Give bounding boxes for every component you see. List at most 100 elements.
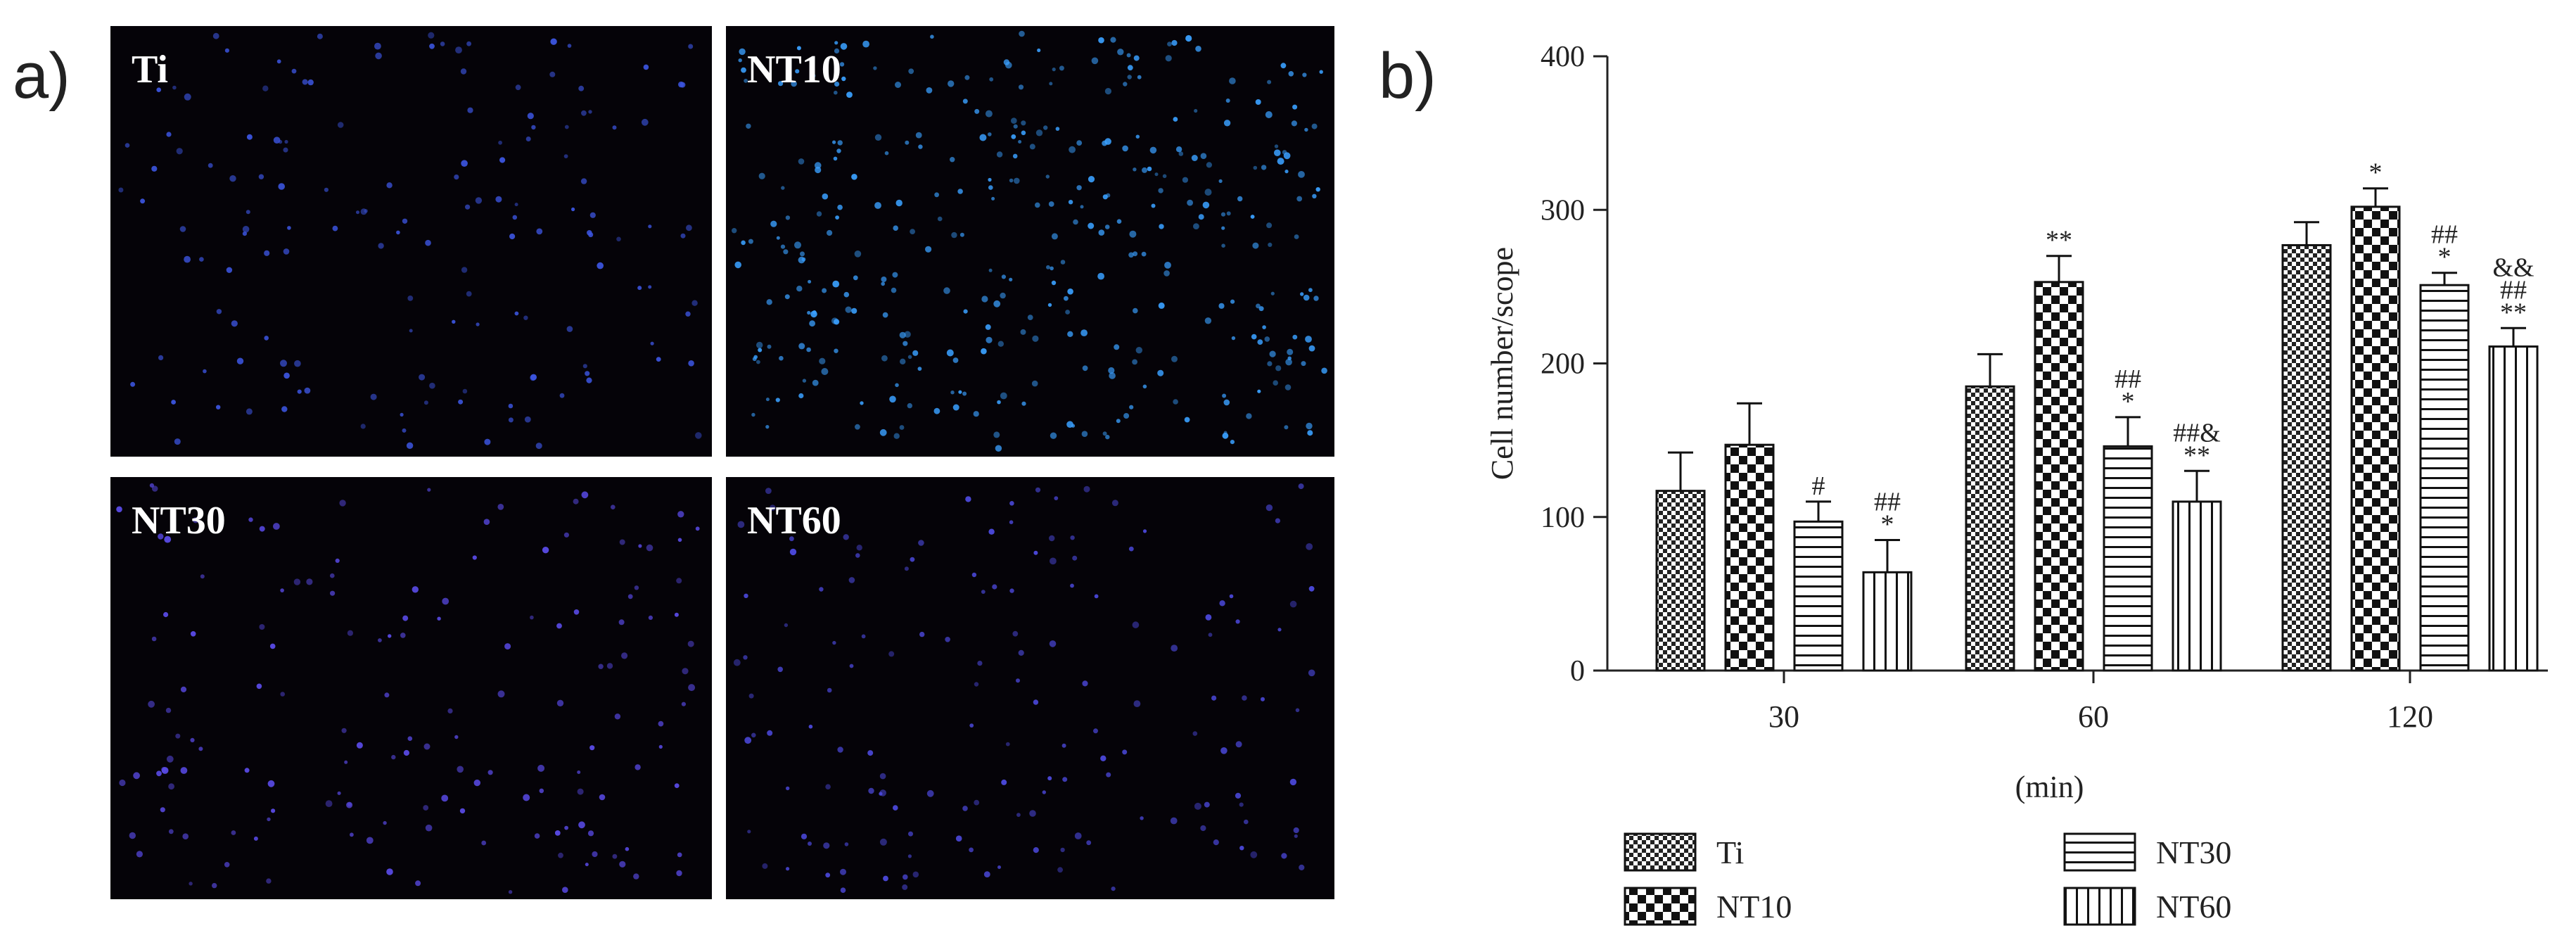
cell-dot [1111,500,1118,507]
cell-dot [1213,839,1219,846]
cell-dot [800,251,805,257]
cell-dot [1300,292,1304,296]
cell-dot [1255,99,1261,105]
cell-dot [908,831,913,837]
cell-dot [190,737,195,742]
cell-dot [834,90,838,95]
cell-dot [1020,329,1026,335]
cell-dot [814,162,822,169]
cell-dot [184,93,191,101]
significance-annotation: ## [1874,487,1901,516]
cell-dot [148,700,155,708]
cell-dot [743,655,748,660]
cell-dot [588,232,594,238]
cell-dot [625,846,630,851]
cell-dot [140,198,146,204]
cell-dot [746,123,751,129]
cell-dot [1229,77,1236,84]
cell-dot [770,220,777,227]
legend-item-ti: Ti [1624,832,1744,872]
cell-dot [950,391,955,395]
cell-dot [962,391,967,396]
cell-dot [765,425,770,429]
cell-dot [888,651,895,657]
cell-dot [747,830,751,834]
cell-dot [734,261,741,269]
cell-dot [674,612,679,617]
cell-dot [874,202,881,209]
cell-dot [415,880,421,887]
cell-dot [1184,417,1190,423]
cell-dot [827,687,832,693]
cell-dot [1187,199,1193,206]
cell-dot [776,236,780,240]
cell-dot [795,69,800,74]
cell-dot [335,558,340,564]
cell-dot [844,842,849,846]
cell-dot [819,357,826,364]
cell-dot [843,534,849,540]
cell-dot [199,257,204,262]
cell-dot [1237,196,1243,202]
cell-dot [1059,65,1064,71]
legend-label: Ti [1716,834,1744,870]
cell-dot [1105,434,1110,440]
cell-dot [1012,630,1019,637]
cell-dot [688,44,694,49]
cell-dot [1049,82,1053,86]
cell-dot [136,851,143,858]
cell-dot [585,863,589,867]
cell-dot [816,211,822,217]
cell-dot [612,853,618,859]
cell-dot [825,784,831,789]
cell-dot [997,865,1001,869]
cell-dot [930,34,934,39]
cell-dot [297,389,302,394]
cell-dot [695,432,702,439]
cell-dot [836,148,841,153]
bar-ti-30 [1655,490,1706,672]
cell-dot [1018,140,1022,144]
cell-dot [965,496,971,502]
cell-dot [1123,413,1130,419]
cell-dot [1037,48,1041,53]
cell-dot [499,157,506,163]
cell-dot [638,544,642,548]
cell-dot [1098,229,1105,236]
micrograph-nt30: NT30 [110,477,712,899]
cell-dot [1305,336,1312,343]
cell-dot [440,42,445,46]
cell-dot [819,587,824,592]
cell-dot [116,506,122,513]
cell-dot [198,747,203,751]
cell-dot [845,306,852,313]
cell-dot [1091,57,1099,65]
cell-dot [891,287,897,293]
cell-dot [1043,125,1048,130]
bar-nt30-60 [2103,445,2153,672]
cell-dot [756,341,763,349]
cell-dot [325,800,333,807]
cell-dot [1067,331,1073,337]
cell-dot [283,248,290,255]
cell-dot [1171,355,1178,362]
cell-dot [246,134,253,140]
cell-dot [892,272,898,278]
cell-dot [1291,120,1297,127]
cell-dot [738,58,742,63]
cell-dot [587,830,594,837]
cell-dot [1284,384,1292,391]
cell-dot [189,882,193,886]
cell-dot [498,140,502,145]
cell-dot [981,590,986,594]
cell-dot [1047,303,1052,307]
cell-dot [1123,82,1128,87]
cell-dot [168,829,174,834]
cell-dot [918,540,924,546]
cell-dot [1239,846,1244,851]
cell-dot [971,572,977,578]
cell-dot [244,768,250,773]
cell-dot [758,172,765,179]
cell-dot [825,872,831,878]
significance-annotation: * [2438,243,2451,272]
